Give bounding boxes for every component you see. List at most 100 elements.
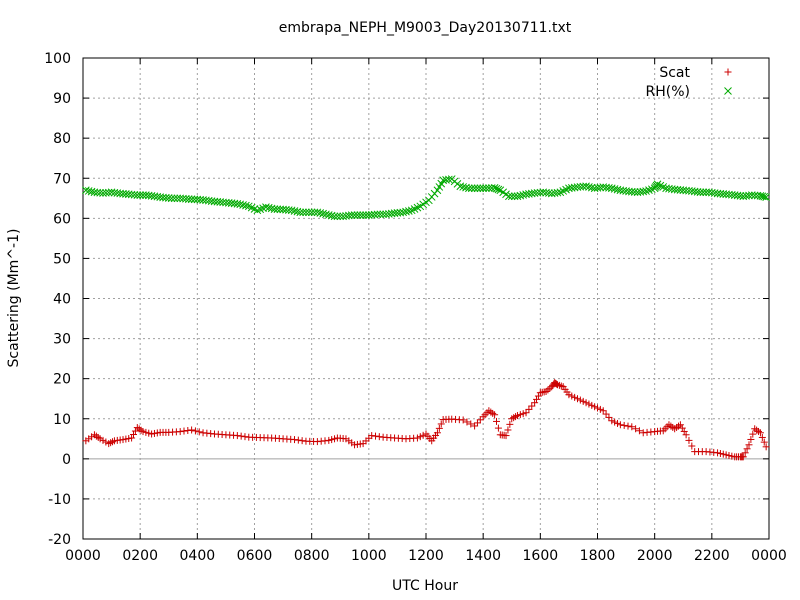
x-tick-label: 0400 [180, 548, 216, 564]
data-point [739, 453, 747, 461]
data-point [576, 396, 584, 404]
data-point [99, 436, 107, 444]
data-point [465, 184, 473, 193]
data-point [743, 445, 751, 453]
x-tick-label: 0800 [294, 548, 330, 564]
data-point [296, 208, 305, 217]
data-point [290, 207, 299, 215]
data-point [324, 211, 333, 219]
data-point [184, 195, 193, 203]
data-point [505, 192, 513, 201]
data-point [513, 412, 521, 420]
data-point [525, 405, 533, 413]
data-point [719, 450, 727, 458]
series-rh [82, 175, 770, 221]
data-point [758, 433, 766, 441]
data-point [413, 434, 421, 442]
legend-marker [724, 87, 732, 95]
y-tick-label: 90 [53, 91, 71, 107]
data-point [571, 393, 579, 401]
data-point [129, 431, 137, 439]
data-point [588, 401, 596, 409]
data-point [760, 192, 769, 201]
data-point [762, 443, 770, 451]
y-tick-label: -20 [48, 532, 71, 548]
data-point [745, 191, 753, 200]
legend-marker-rh [724, 87, 732, 95]
data-point [139, 428, 147, 436]
data-point [533, 395, 541, 403]
data-point [170, 194, 179, 203]
data-point [579, 397, 587, 405]
data-point [239, 201, 247, 209]
data-point [347, 211, 356, 219]
y-tick-labels: -20 -10 0 10 20 30 40 50 60 70 80 90 100 [44, 51, 71, 548]
data-point [270, 205, 279, 213]
data-point [635, 427, 643, 435]
data-point [596, 405, 604, 413]
data-point [331, 435, 339, 443]
data-point [291, 436, 299, 444]
x-tick-label: 1800 [580, 548, 616, 564]
data-point [142, 428, 150, 436]
data-point [632, 425, 640, 433]
data-point [722, 451, 730, 459]
y-tick-label: -10 [48, 492, 71, 508]
x-tick-label: 1200 [408, 548, 444, 564]
y-tick-label: 50 [53, 251, 71, 267]
data-point [376, 210, 385, 219]
data-point [195, 428, 203, 436]
data-point [287, 206, 296, 215]
data-point [307, 208, 316, 217]
data-point [180, 427, 188, 435]
data-point [476, 416, 484, 424]
data-point [553, 188, 562, 197]
data-point [587, 183, 596, 192]
data-point [373, 210, 382, 219]
data-point [104, 188, 113, 197]
data-point [685, 436, 693, 444]
data-point [522, 409, 530, 417]
data-point [467, 420, 475, 428]
data-point [542, 387, 550, 395]
data-point [333, 212, 342, 221]
data-point [459, 416, 467, 424]
data-point [728, 452, 736, 460]
data-point [491, 411, 499, 419]
data-point [725, 451, 733, 459]
data-point [608, 417, 616, 425]
data-point [313, 208, 322, 217]
x-tick-labels: 0000 0200 0400 0600 0800 1000 1200 1400 1600 1800… [65, 548, 787, 564]
data-point [494, 185, 503, 194]
data-point [402, 207, 410, 216]
data-point [184, 427, 192, 435]
legend-label-rh: RH(%) [646, 84, 690, 100]
data-point [416, 433, 424, 441]
data-point [536, 188, 545, 197]
data-point [490, 184, 499, 192]
data-point [585, 183, 593, 191]
data-point [493, 417, 501, 425]
data-point [591, 403, 599, 411]
data-point [519, 410, 527, 418]
data-point [596, 183, 605, 192]
data-point [620, 421, 628, 429]
data-point [762, 193, 770, 201]
y-tick-label: 100 [44, 51, 71, 67]
data-point [294, 436, 302, 444]
data-point [545, 189, 553, 197]
y-tick-label: 40 [53, 292, 71, 308]
data-point [607, 184, 616, 193]
data-point [264, 203, 273, 212]
data-series [82, 175, 770, 461]
data-point [602, 410, 610, 418]
y-tick-label: 30 [53, 332, 71, 348]
data-point [167, 194, 176, 203]
data-point [614, 419, 622, 427]
data-point [102, 438, 110, 446]
data-point [191, 427, 199, 435]
data-point [506, 420, 514, 428]
data-point [350, 211, 359, 219]
data-point [502, 432, 510, 440]
x-tick-label: 1000 [351, 548, 387, 564]
